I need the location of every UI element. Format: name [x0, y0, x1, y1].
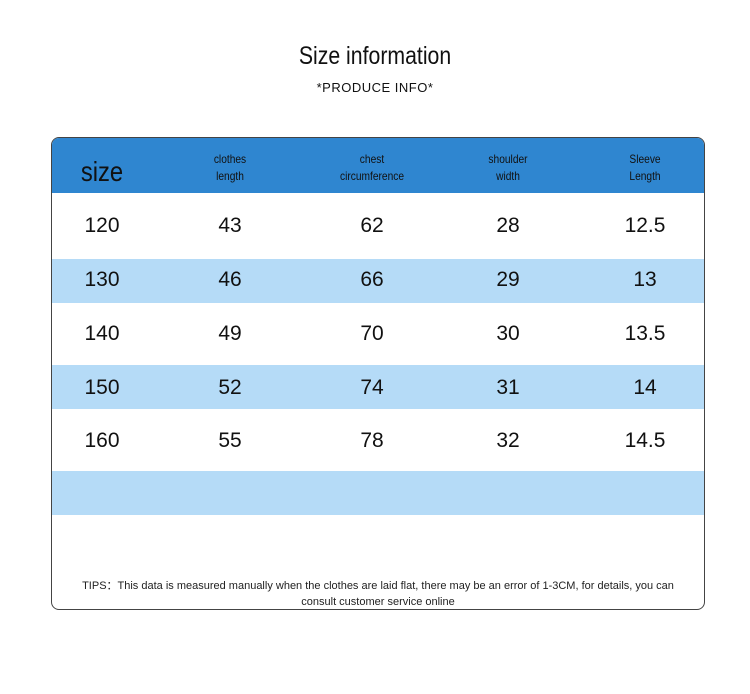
column-header: clothes length: [214, 151, 246, 185]
header-line: width: [496, 169, 520, 183]
header-line: Length: [629, 169, 661, 183]
table-cell: 14.5: [624, 429, 666, 452]
table-cell: 30: [496, 322, 520, 345]
table-cell: 46: [218, 268, 242, 291]
header-line: size: [80, 156, 124, 187]
row-band: [52, 471, 704, 515]
column-header: shoulder width: [488, 151, 527, 185]
table-cell: 52: [218, 376, 242, 399]
table-cell: 12.5: [624, 214, 666, 237]
table-cell: 62: [360, 214, 384, 237]
header-row: [52, 138, 704, 193]
table-cell: 32: [496, 429, 520, 452]
subtitle: *PRODUCE INFO*: [316, 80, 434, 95]
table-cell: 160: [84, 429, 120, 452]
table-cell: 140: [84, 322, 120, 345]
column-header: chest circumference: [340, 151, 404, 185]
header-line: clothes: [213, 152, 247, 166]
table-cell: 55: [218, 429, 242, 452]
size-table: TIPS：This data is measured manually when…: [51, 137, 705, 610]
table-cell: 31: [496, 376, 520, 399]
table-cell: 130: [84, 268, 120, 291]
column-header: size: [81, 156, 123, 188]
table-cell: 43: [218, 214, 242, 237]
header-line: Sleeve: [629, 152, 661, 166]
header-line: circumference: [339, 169, 405, 183]
header-line: shoulder: [488, 152, 528, 166]
header-line: length: [216, 169, 244, 183]
column-header: Sleeve Length: [629, 151, 660, 185]
table-cell: 28: [496, 214, 520, 237]
table-cell: 150: [84, 376, 120, 399]
table-cell: 74: [360, 376, 384, 399]
table-cell: 49: [218, 322, 242, 345]
row-band: [52, 365, 704, 409]
table-cell: 70: [360, 322, 384, 345]
header-line: chest: [359, 152, 385, 166]
row-band: [52, 259, 704, 303]
table-cell: 13.5: [624, 322, 666, 345]
table-cell: 78: [360, 429, 384, 452]
table-cell: 120: [84, 214, 120, 237]
table-cell: 14: [633, 376, 657, 399]
title: Size information: [298, 42, 452, 70]
tips: TIPS：This data is measured manually when…: [82, 580, 674, 608]
table-cell: 13: [633, 268, 657, 291]
table-cell: 66: [360, 268, 384, 291]
table-cell: 29: [496, 268, 520, 291]
